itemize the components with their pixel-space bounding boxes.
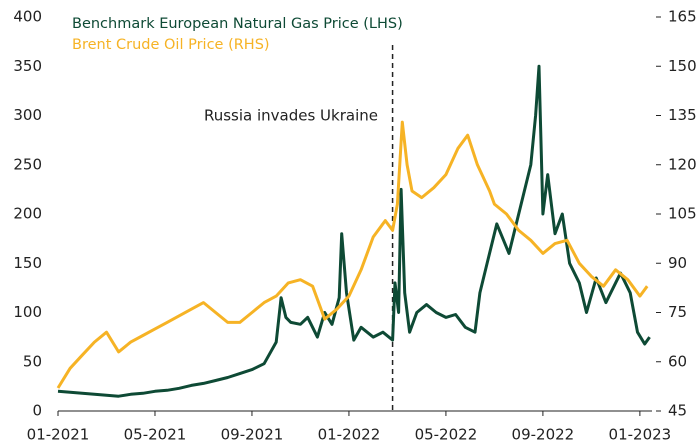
y2-tick-label: 135 — [668, 106, 697, 124]
y-tick-label: 350 — [13, 57, 42, 75]
x-tick-label: 09-2022 — [512, 426, 575, 444]
series-line — [57, 64, 651, 398]
y-tick-label: 100 — [13, 303, 42, 321]
y2-tick-label: 120 — [668, 155, 697, 173]
y-tick-label: 400 — [13, 8, 42, 26]
x-tick-label: 05-2022 — [415, 426, 478, 444]
y2-tick-label: 60 — [668, 352, 687, 370]
x-tick-label: 09-2021 — [221, 426, 284, 444]
annotation: Russia invades Ukraine — [204, 107, 378, 125]
legend-brent: Brent Crude Oil Price (RHS) — [72, 37, 270, 53]
x-tick-label: 01-2022 — [318, 426, 381, 444]
y-tick-label: 150 — [13, 254, 42, 272]
y-tick-label: 200 — [13, 205, 42, 223]
y-tick-label: 250 — [13, 155, 42, 173]
series-line — [56, 120, 649, 389]
y-tick-label: 0 — [32, 402, 42, 420]
legend-gas: Benchmark European Natural Gas Price (LH… — [72, 16, 403, 32]
y2-tick-label: 150 — [668, 57, 697, 75]
y-tick-label: 300 — [13, 106, 42, 124]
y2-tick-label: 105 — [668, 205, 697, 223]
y-tick-label: 50 — [23, 352, 42, 370]
y2-tick-label: 90 — [668, 254, 687, 272]
y2-tick-label: 165 — [668, 8, 697, 26]
x-tick-label: 01-2021 — [27, 426, 90, 444]
x-tick-label: 01-2023 — [609, 426, 672, 444]
y2-tick-label: 75 — [668, 303, 687, 321]
y2-tick-label: 45 — [668, 402, 687, 420]
x-tick-label: 05-2021 — [124, 426, 187, 444]
